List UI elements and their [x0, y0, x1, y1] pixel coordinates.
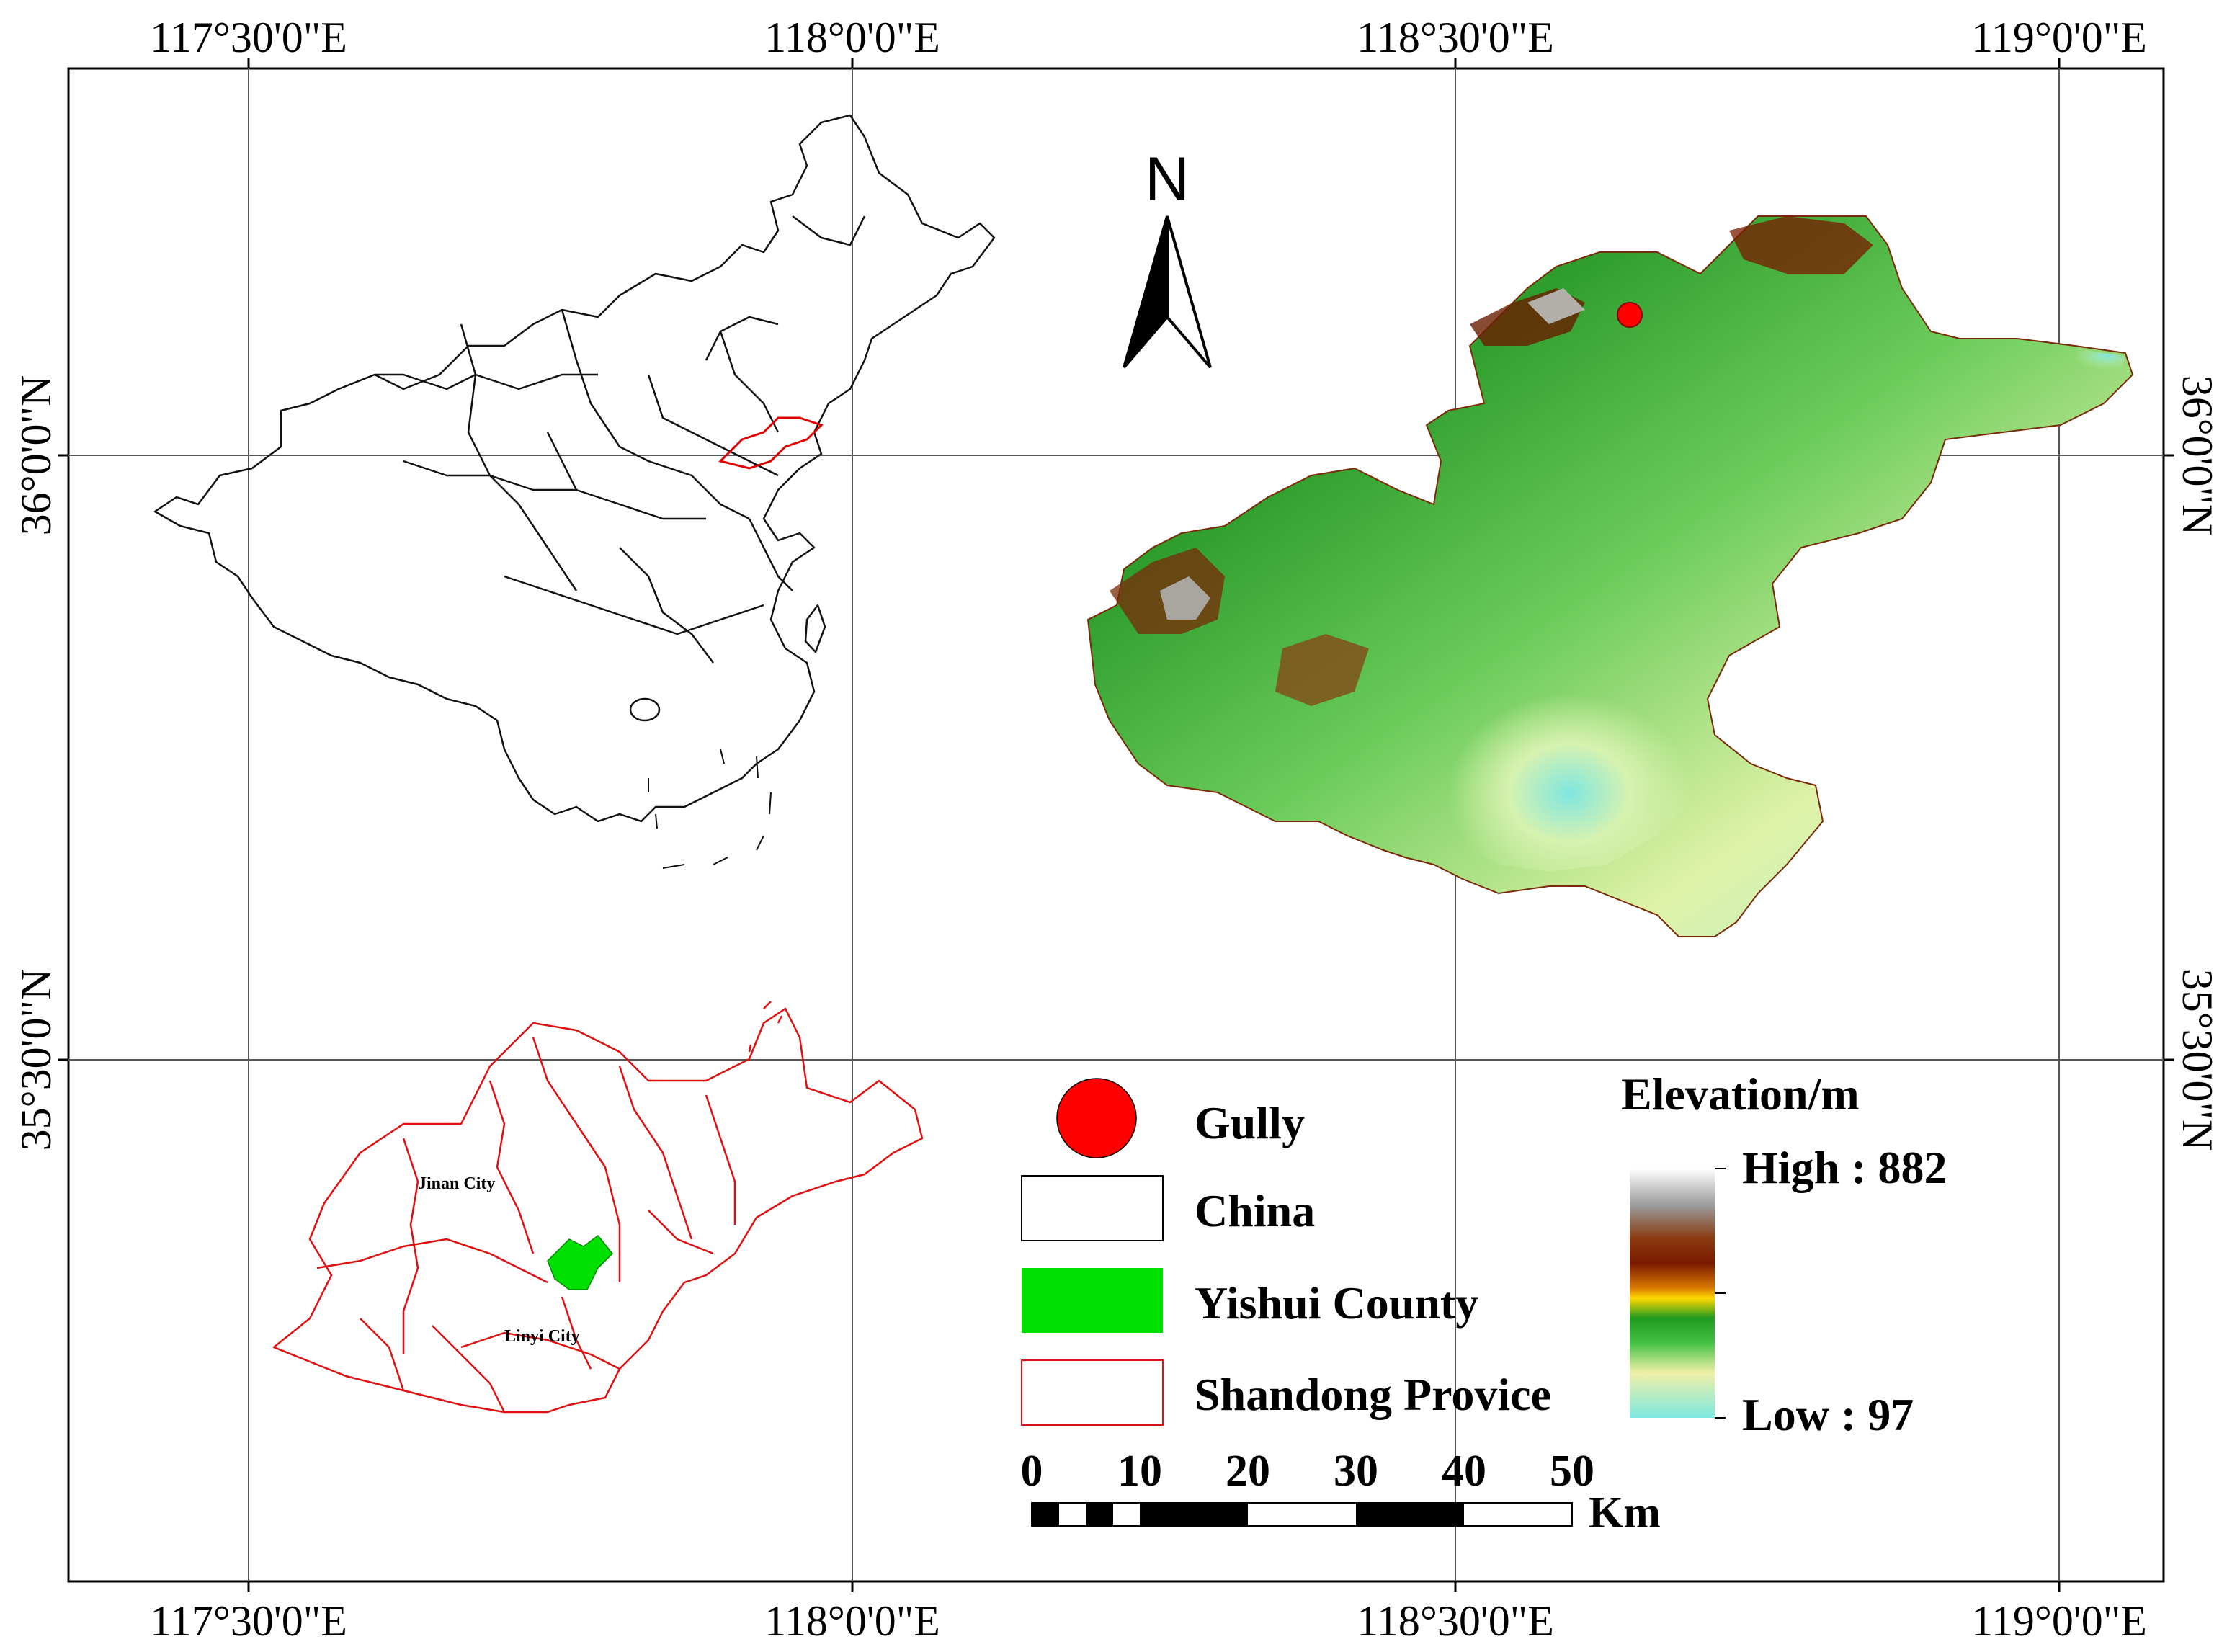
yishui-elevation-map — [1086, 215, 2134, 937]
north-label: N — [1145, 145, 1190, 214]
lat-label-left-1: 36°0'0"N — [12, 375, 60, 536]
map-frame — [67, 67, 2165, 1583]
elevation-color-ramp — [1630, 1169, 1715, 1418]
legend-china-symbol — [1021, 1175, 1164, 1241]
elevation-low-label: Low : 97 — [1742, 1389, 1914, 1440]
china-outline-map — [153, 114, 996, 869]
legend-yishui-symbol — [1022, 1268, 1163, 1333]
lon-label-top-4: 119°0'0"E — [1971, 14, 2147, 61]
scale-tick-20: 20 — [1226, 1447, 1270, 1496]
legend-yishui-label: Yishui County — [1195, 1277, 1478, 1329]
scale-unit: Km — [1589, 1488, 1661, 1537]
scale-tick-10: 10 — [1117, 1447, 1162, 1496]
lon-label-top-3: 118°30'0"E — [1357, 14, 1554, 61]
elevation-high-label: High : 882 — [1742, 1142, 1947, 1193]
gully-point — [1617, 302, 1643, 328]
scale-bar: 0 10 20 30 40 50 Km — [1021, 1447, 1661, 1537]
elevation-title: Elevation/m — [1621, 1068, 1860, 1120]
scale-tick-0: 0 — [1021, 1447, 1043, 1496]
lon-label-bottom-2: 118°0'0"E — [764, 1597, 940, 1645]
lon-label-bottom-4: 119°0'0"E — [1971, 1597, 2147, 1645]
shandong-province-map — [272, 1001, 924, 1414]
elevation-legend: Elevation/m High : 882 Low : 97 — [1621, 1068, 1947, 1440]
lon-label-top-1: 117°30'0"E — [150, 14, 347, 61]
yishui-county-in-shandong — [547, 1234, 614, 1290]
lon-label-top-2: 118°0'0"E — [764, 14, 940, 61]
scale-tick-50: 50 — [1550, 1447, 1594, 1496]
legend: Gully China Yishui County Shandong Provi… — [1021, 1078, 1551, 1426]
lat-label-left-2: 35°30'0"N — [12, 969, 60, 1151]
lon-label-bottom-3: 118°30'0"E — [1357, 1597, 1554, 1645]
legend-gully-label: Gully — [1195, 1097, 1305, 1148]
legend-shandong-symbol — [1021, 1359, 1164, 1426]
lon-label-bottom-1: 117°30'0"E — [150, 1597, 347, 1645]
graticule — [68, 68, 2164, 1581]
lat-label-right-2: 35°30'0"N — [2174, 969, 2221, 1151]
jinan-city-label: Jinan City — [418, 1174, 495, 1193]
legend-china-label: China — [1195, 1185, 1315, 1236]
legend-shandong-label: Shandong Provice — [1195, 1369, 1551, 1420]
shandong-in-china — [718, 416, 824, 470]
scale-tick-30: 30 — [1334, 1447, 1378, 1496]
north-arrow: N — [1123, 145, 1212, 369]
linyi-city-label: Linyi City — [504, 1327, 580, 1346]
lat-label-right-1: 36°0'0"N — [2174, 375, 2221, 536]
legend-gully-symbol — [1056, 1078, 1137, 1158]
scale-tick-40: 40 — [1442, 1447, 1486, 1496]
